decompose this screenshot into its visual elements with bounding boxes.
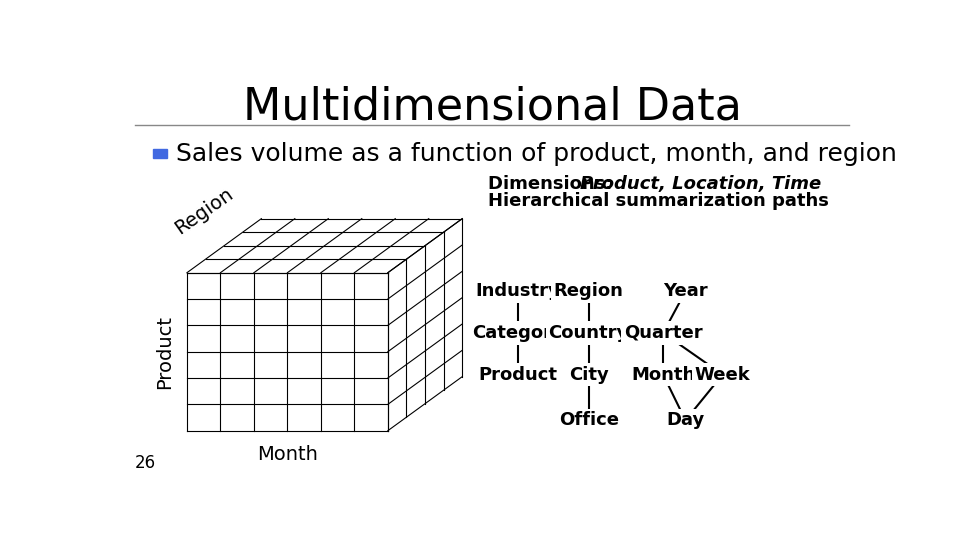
Text: Region: Region [554,282,624,300]
Text: Month: Month [257,446,318,464]
Text: Multidimensional Data: Multidimensional Data [243,85,741,129]
Text: Category: Category [472,324,564,342]
Text: Year: Year [663,282,708,300]
Text: Week: Week [695,366,751,383]
Text: Industry: Industry [475,282,561,300]
Text: Region: Region [171,184,237,238]
Text: Product: Product [156,315,174,389]
Text: Product: Product [478,366,558,383]
Text: Quarter: Quarter [624,324,703,342]
Text: Day: Day [666,411,705,429]
Text: Sales volume as a function of product, month, and region: Sales volume as a function of product, m… [176,142,897,166]
Text: City: City [569,366,609,383]
Text: 26: 26 [134,454,156,472]
Text: Office: Office [559,411,619,429]
Text: Dimensions:: Dimensions: [489,175,619,193]
Text: Product, Location, Time: Product, Location, Time [580,175,821,193]
Text: Country: Country [548,324,629,342]
FancyBboxPatch shape [154,149,167,158]
Text: Month: Month [631,366,695,383]
Text: Hierarchical summarization paths: Hierarchical summarization paths [489,192,829,210]
